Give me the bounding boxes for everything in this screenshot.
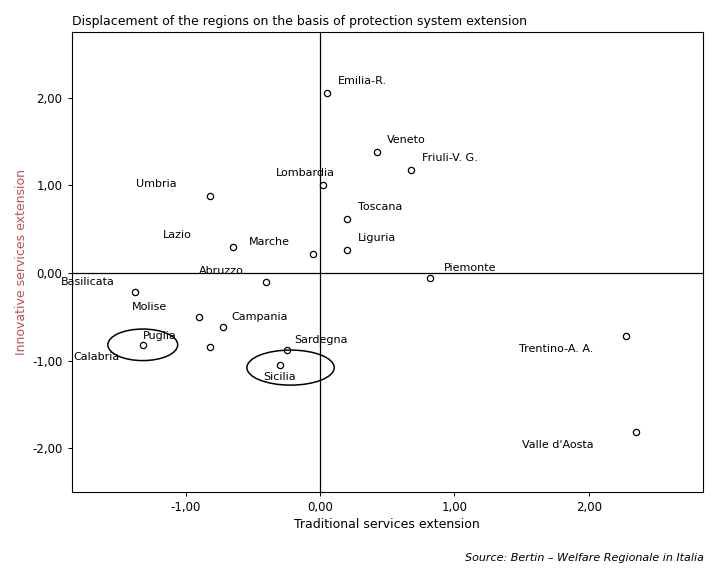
Text: Liguria: Liguria — [358, 233, 396, 243]
Text: Calabria: Calabria — [73, 352, 119, 362]
X-axis label: Traditional services extension: Traditional services extension — [294, 518, 480, 531]
Text: Lazio: Lazio — [163, 230, 192, 240]
Text: Toscana: Toscana — [358, 201, 402, 212]
Text: Marche: Marche — [249, 237, 290, 246]
Text: Friuli-V. G.: Friuli-V. G. — [422, 152, 478, 163]
Text: Campania: Campania — [231, 312, 288, 322]
Text: Piemonte: Piemonte — [444, 263, 496, 273]
Text: Basilicata: Basilicata — [61, 277, 115, 287]
Text: Displacement of the regions on the basis of protection system extension: Displacement of the regions on the basis… — [72, 15, 526, 28]
Text: Molise: Molise — [132, 302, 167, 311]
Text: Valle d'Aosta: Valle d'Aosta — [522, 440, 593, 450]
Text: Source: Bertin – Welfare Regionale in Italia: Source: Bertin – Welfare Regionale in It… — [465, 553, 704, 563]
Text: Lombardia: Lombardia — [276, 168, 335, 178]
Text: Sardegna: Sardegna — [294, 335, 348, 345]
Text: Umbria: Umbria — [136, 179, 177, 189]
Y-axis label: Innovative services extension: Innovative services extension — [15, 169, 28, 355]
Text: Trentino-A. A.: Trentino-A. A. — [519, 344, 593, 353]
Text: Puglia: Puglia — [143, 331, 177, 341]
Text: Veneto: Veneto — [387, 135, 426, 145]
Text: Sicilia: Sicilia — [264, 373, 297, 382]
Text: Abruzzo: Abruzzo — [199, 266, 244, 277]
Text: Emilia-R.: Emilia-R. — [337, 76, 387, 86]
